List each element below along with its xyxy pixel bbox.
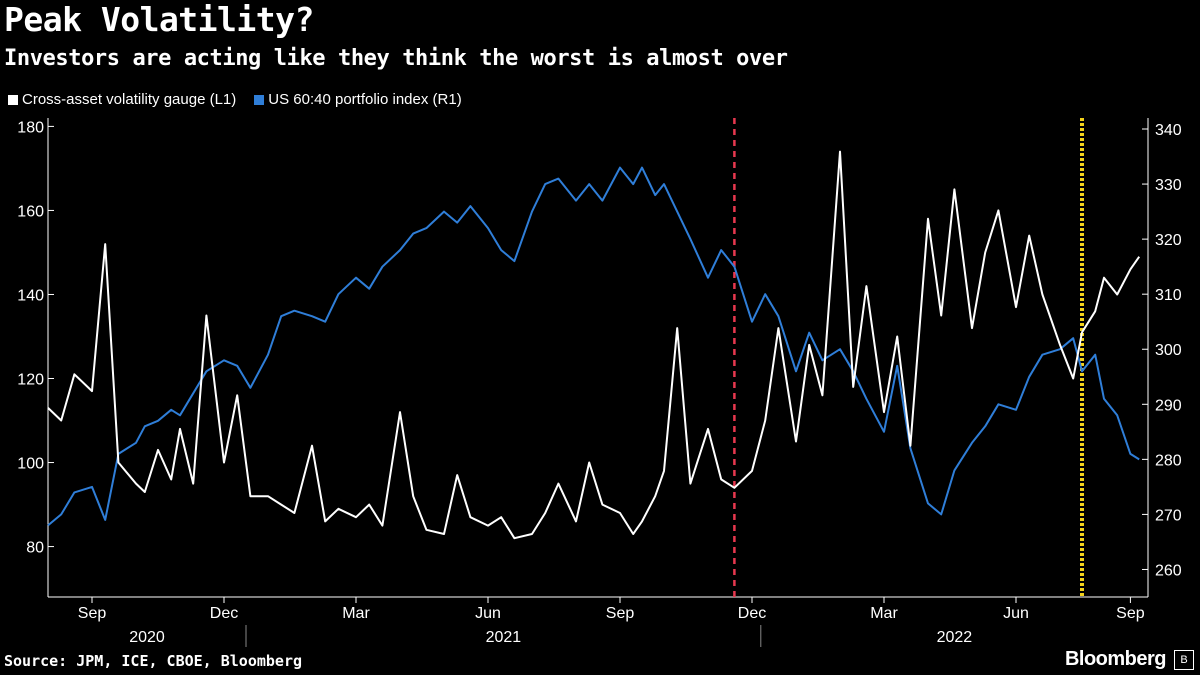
left-tick-label: 80 xyxy=(26,540,44,557)
right-tick-label: 300 xyxy=(1155,342,1182,359)
x-month-label: Sep xyxy=(606,605,635,622)
left-tick-label: 180 xyxy=(17,119,44,136)
source-note: Source: JPM, ICE, CBOE, Bloomberg xyxy=(4,652,303,670)
left-tick-label: 140 xyxy=(17,287,44,304)
series-line-volatility xyxy=(47,150,1141,540)
left-tick-label: 100 xyxy=(17,456,44,473)
legend: Cross-asset volatility gauge (L1) US 60:… xyxy=(8,91,462,108)
bloomberg-logo: Bloomberg xyxy=(1064,648,1167,670)
x-month-label: Dec xyxy=(738,605,766,622)
right-tick-label: 260 xyxy=(1155,562,1182,579)
x-month-label: Mar xyxy=(870,605,898,622)
legend-label-portfolio: US 60:40 portfolio index (R1) xyxy=(268,91,462,108)
chart-title: Peak Volatility? xyxy=(4,0,314,39)
x-month-label: Jun xyxy=(475,605,501,622)
legend-item-volatility: Cross-asset volatility gauge (L1) xyxy=(8,91,236,108)
x-month-label: Dec xyxy=(210,605,238,622)
series-line-portfolio xyxy=(47,166,1140,527)
right-tick-label: 330 xyxy=(1155,177,1182,194)
chart-subtitle: Investors are acting like they think the… xyxy=(4,46,788,71)
right-tick-label: 270 xyxy=(1155,507,1182,524)
left-tick-label: 120 xyxy=(17,372,44,389)
x-month-label: Mar xyxy=(342,605,370,622)
right-tick-label: 280 xyxy=(1155,452,1182,469)
x-year-label: 2021 xyxy=(486,629,522,646)
x-year-label: 2020 xyxy=(129,629,165,646)
legend-label-volatility: Cross-asset volatility gauge (L1) xyxy=(22,91,237,108)
right-tick-label: 340 xyxy=(1155,122,1182,139)
x-month-label: Sep xyxy=(78,605,107,622)
x-month-label: Sep xyxy=(1116,605,1145,622)
x-month-label: Jun xyxy=(1003,605,1029,622)
right-tick-label: 310 xyxy=(1155,287,1182,304)
legend-swatch-volatility xyxy=(8,94,18,105)
right-tick-label: 320 xyxy=(1155,232,1182,249)
x-year-label: 2022 xyxy=(937,629,973,646)
right-tick-label: 290 xyxy=(1155,397,1182,414)
left-tick-label: 160 xyxy=(17,203,44,220)
legend-item-portfolio: US 60:40 portfolio index (R1) xyxy=(254,91,462,108)
bloomberg-mark-icon: B xyxy=(1174,650,1194,670)
legend-swatch-portfolio xyxy=(254,94,265,105)
